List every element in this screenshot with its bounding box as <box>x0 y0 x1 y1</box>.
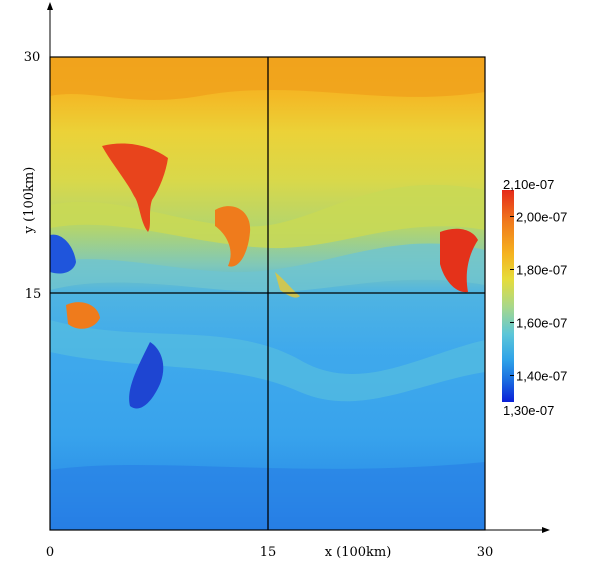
colorbar-min-label: 1,30e-07 <box>503 403 554 418</box>
colorbar-tick-label-0: 2,00e-07 <box>516 210 567 225</box>
colorbar-gradient <box>502 190 514 402</box>
x-axis-arrow-icon <box>542 527 550 533</box>
y-tick-label-15: 15 <box>25 287 42 302</box>
vortex-blue-lower <box>129 342 164 409</box>
field-band-cyan-wave <box>50 243 485 292</box>
colorbar-max-label: 2,10e-07 <box>503 177 554 192</box>
vortex-red-upper-left <box>102 143 168 232</box>
y-axis-arrow-icon <box>47 2 53 10</box>
y-axis-label: y (100km) <box>22 167 37 235</box>
vortex-orange-left-low <box>66 302 100 329</box>
colorbar-ticks: 2,00e-07 1,80e-07 1,60e-07 1,40e-07 <box>510 210 567 384</box>
filament-near-center <box>275 272 300 298</box>
colorbar: 2,10e-07 1,30e-07 2,00e-07 1,80e-07 1,60e-… <box>502 177 567 418</box>
field-band-upper-wave <box>50 184 485 249</box>
y-tick-label-30: 30 <box>24 50 41 65</box>
colorbar-tick-label-1: 1,80e-07 <box>516 263 567 278</box>
colorbar-tick-label-2: 1,60e-07 <box>516 316 567 331</box>
vortex-red-right <box>440 228 478 293</box>
x-tick-label-30: 30 <box>477 545 494 560</box>
vortex-orange-mid <box>215 206 251 267</box>
colorbar-tick-label-3: 1,40e-07 <box>516 369 567 384</box>
vortex-blue-left <box>50 234 76 274</box>
x-tick-label-0: 0 <box>46 545 54 560</box>
x-axis-label: x (100km) <box>325 545 392 560</box>
x-tick-label-15: 15 <box>260 545 277 560</box>
